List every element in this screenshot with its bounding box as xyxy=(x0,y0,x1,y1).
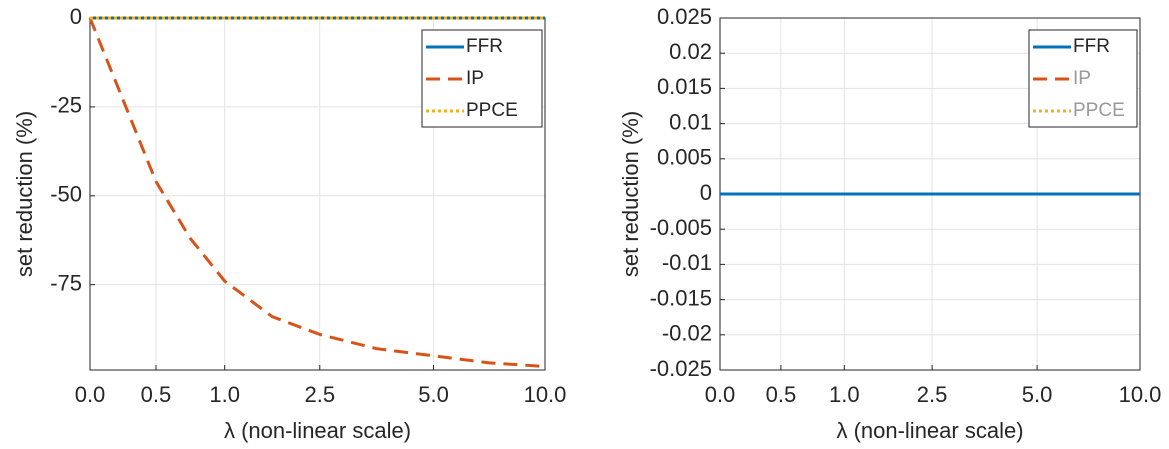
x-tick-label: 0.0 xyxy=(705,382,736,407)
x-tick-label: 5.0 xyxy=(1022,382,1053,407)
y-tick-label: -75 xyxy=(50,270,82,295)
x-axis-label: λ (non-linear scale) xyxy=(224,418,411,443)
y-tick-label: -0.01 xyxy=(662,250,712,275)
y-tick-label: 0.02 xyxy=(669,39,712,64)
x-tick-label: 10.0 xyxy=(524,382,567,407)
x-tick-label: 1.0 xyxy=(829,382,860,407)
y-tick-label: 0.01 xyxy=(669,109,712,134)
y-tick-label: 0 xyxy=(700,180,712,205)
legend-label: FFR xyxy=(466,36,503,57)
legend-label: PPCE xyxy=(466,100,518,121)
legend-label: IP xyxy=(466,68,484,89)
y-axis-label: set reduction (%) xyxy=(618,111,643,277)
x-tick-label: 2.5 xyxy=(917,382,948,407)
y-tick-label: -0.015 xyxy=(650,285,712,310)
y-axis-label: set reduction (%) xyxy=(12,111,37,277)
y-tick-label: -50 xyxy=(50,182,82,207)
x-tick-label: 1.0 xyxy=(209,382,240,407)
y-tick-label: -0.005 xyxy=(650,215,712,240)
y-tick-label: 0.005 xyxy=(657,145,712,170)
legend-label: FFR xyxy=(1073,36,1110,57)
y-tick-label: -0.02 xyxy=(662,321,712,346)
x-tick-label: 2.5 xyxy=(304,382,335,407)
x-axis-label: λ (non-linear scale) xyxy=(836,418,1023,443)
legend-label: PPCE xyxy=(1073,100,1125,121)
y-tick-label: -0.025 xyxy=(650,356,712,381)
y-tick-label: 0.015 xyxy=(657,74,712,99)
x-tick-label: 0.5 xyxy=(766,382,797,407)
y-tick-label: 0 xyxy=(70,4,82,29)
series-line xyxy=(88,17,546,368)
legend-label: IP xyxy=(1073,68,1091,89)
x-tick-label: 0.5 xyxy=(141,382,172,407)
x-tick-label: 5.0 xyxy=(418,382,449,407)
x-tick-label: 0.0 xyxy=(75,382,106,407)
y-tick-label: 0.025 xyxy=(657,4,712,29)
x-tick-label: 10.0 xyxy=(1119,382,1162,407)
y-tick-label: -25 xyxy=(50,93,82,118)
